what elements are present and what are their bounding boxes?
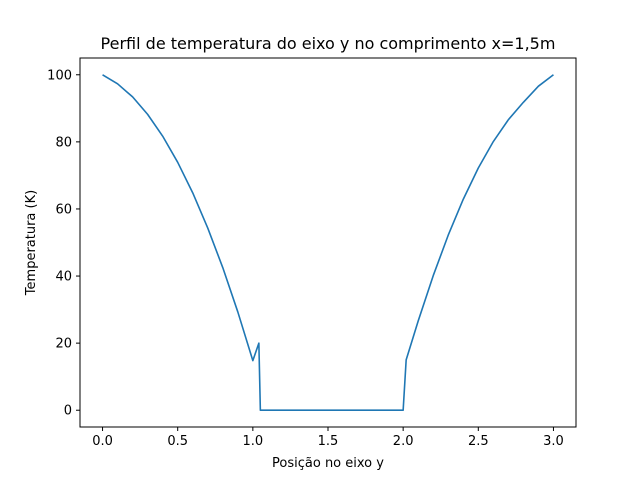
x-axis-label: Posição no eixo y [272, 456, 384, 471]
y-axis-label: Temperatura (K) [24, 190, 39, 296]
plot-layer [102, 74, 554, 412]
y-tick-label: 100 [47, 68, 72, 83]
y-tick-label: 0 [64, 404, 72, 419]
series-line-0 [102, 74, 554, 412]
x-tick-label: 2.5 [468, 434, 489, 449]
x-tick-label: 1.0 [243, 434, 264, 449]
y-tick-label: 60 [55, 202, 72, 217]
x-tick-label: 0.5 [167, 434, 188, 449]
x-tick-label: 2.0 [393, 434, 414, 449]
chart-title: Perfil de temperatura do eixo y no compr… [101, 34, 556, 53]
x-tick-label: 0.0 [92, 434, 113, 449]
x-axis: 0.0 0.5 1.0 1.5 2.0 2.5 3.0 [92, 427, 564, 449]
x-tick-label: 1.5 [318, 434, 339, 449]
y-tick-label: 80 [55, 135, 72, 150]
y-tick-label: 40 [55, 270, 72, 285]
y-tick-label: 20 [55, 337, 72, 352]
y-axis: 0 20 40 60 80 100 [47, 68, 80, 419]
x-tick-label: 3.0 [543, 434, 564, 449]
